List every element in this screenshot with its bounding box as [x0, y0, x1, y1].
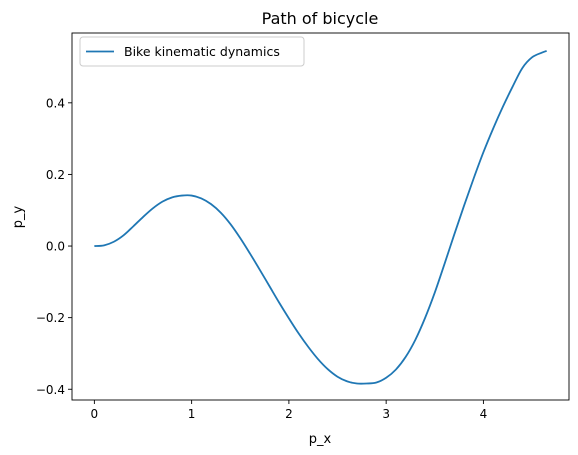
- y-tick-label: −0.2: [36, 311, 65, 325]
- legend: Bike kinematic dynamics: [79, 36, 305, 67]
- y-tick-label: 0.0: [46, 240, 65, 254]
- x-tick-label: 1: [188, 407, 196, 421]
- x-tick-label: 2: [285, 407, 293, 421]
- x-axis-label: p_x: [309, 432, 332, 447]
- plot-lines: [94, 50, 547, 385]
- legend-label: Bike kinematic dynamics: [124, 44, 280, 59]
- legend-box: [79, 36, 305, 67]
- axis-ticks: 0 1 2 3 4 −0.4 −0.2 0.0 0.2 0.4: [36, 96, 487, 421]
- x-tick-label: 0: [91, 407, 99, 421]
- x-tick-label: 4: [480, 407, 488, 421]
- y-tick-label: 0.4: [46, 96, 65, 110]
- y-tick-label: −0.4: [36, 383, 65, 397]
- series-line: [94, 50, 547, 385]
- chart-title: Path of bicycle: [262, 9, 379, 28]
- y-tick-label: 0.2: [46, 168, 65, 182]
- x-tick-label: 3: [382, 407, 390, 421]
- y-axis-label: p_y: [11, 205, 26, 228]
- plot-frame: [71, 32, 570, 401]
